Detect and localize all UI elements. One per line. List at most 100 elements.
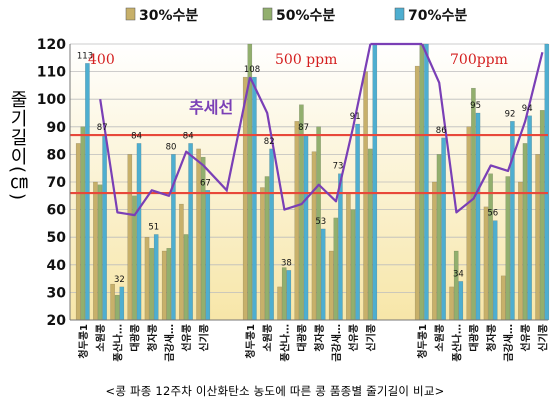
y-tick-label: 120 xyxy=(37,37,66,53)
bar xyxy=(355,123,360,321)
data-label: 67 xyxy=(200,178,211,188)
legend-label: 70%수분 xyxy=(408,8,467,24)
x-tick-label: 소원콩 xyxy=(261,324,274,352)
bar xyxy=(260,187,265,321)
bar xyxy=(286,270,292,321)
bar xyxy=(85,63,90,321)
bar xyxy=(458,281,464,321)
y-tick-label: 20 xyxy=(47,313,67,329)
trend-label: 추세선 xyxy=(189,98,233,117)
y-tick-label: 50 xyxy=(47,230,67,246)
data-label: 53 xyxy=(315,217,326,227)
x-tick-label: 청두콩1 xyxy=(416,324,429,359)
y-tick-label: 90 xyxy=(47,120,67,136)
data-label: 34 xyxy=(453,269,464,279)
bar xyxy=(269,148,274,321)
x-tick-label: 풍산나… xyxy=(278,324,291,362)
bar xyxy=(80,126,86,321)
trend-connector xyxy=(202,76,252,193)
bar xyxy=(483,206,489,321)
bars xyxy=(75,43,550,321)
bar xyxy=(179,203,184,321)
bar xyxy=(205,190,211,321)
x-tick-label: 선유콩 xyxy=(519,324,532,352)
bar xyxy=(93,181,98,321)
data-label: 91 xyxy=(350,112,361,122)
bar xyxy=(492,220,498,321)
x-tick-label: 신기콩 xyxy=(364,324,377,352)
x-tick-label: 금강새… xyxy=(163,324,176,362)
bar xyxy=(372,43,378,321)
x-tick-label: 선유콩 xyxy=(180,324,193,352)
data-label: 113 xyxy=(77,51,93,61)
annotations: 400 500 ppm 700ppm 추세선 xyxy=(88,52,508,117)
y-axis: 20 30 40 50 60 70 80 90 100 110 120 xyxy=(37,37,548,329)
trend-lines xyxy=(99,42,544,217)
x-tick-label: 풍산나… xyxy=(450,324,463,362)
bar xyxy=(97,184,103,321)
legend-swatch xyxy=(262,7,273,21)
legend: 30%수분 50%수분 70%수분 xyxy=(125,7,467,24)
bar xyxy=(333,217,339,321)
bar xyxy=(136,143,142,321)
bar xyxy=(281,267,287,321)
bar xyxy=(252,76,257,321)
bar xyxy=(119,286,125,321)
data-label: 32 xyxy=(114,275,125,285)
bar xyxy=(449,286,454,321)
data-label: 51 xyxy=(148,222,159,232)
y-tick-label: 70 xyxy=(47,175,67,191)
bar-chart: 113 87 32 84 51 80 84 67 108 82 38 87 53 73 91 86 34 95 56… xyxy=(37,7,550,362)
bar xyxy=(153,234,159,321)
bar xyxy=(75,143,81,321)
bar xyxy=(102,134,107,321)
data-label: 84 xyxy=(183,131,194,141)
legend-swatch xyxy=(125,7,136,21)
bar xyxy=(350,209,356,321)
legend-label: 30%수분 xyxy=(139,8,198,24)
x-tick-label: 청두콩1 xyxy=(244,324,257,359)
bar xyxy=(544,43,550,321)
data-label: 56 xyxy=(487,209,498,219)
x-tick-label: 대광콩 xyxy=(296,324,309,352)
bar xyxy=(242,76,248,321)
trend-line xyxy=(249,43,372,211)
bar xyxy=(294,121,300,321)
bar xyxy=(539,110,545,321)
bar xyxy=(500,275,506,321)
data-label: 87 xyxy=(298,123,309,133)
group-label: 700ppm xyxy=(450,52,508,68)
bar xyxy=(363,71,368,321)
bar xyxy=(303,134,309,321)
data-label: 108 xyxy=(244,65,260,75)
data-label: 84 xyxy=(131,131,142,141)
data-label: 86 xyxy=(436,126,447,136)
data-label: 73 xyxy=(333,162,344,172)
bar xyxy=(488,173,493,321)
bar xyxy=(338,173,343,321)
bar xyxy=(320,228,326,321)
data-label: 82 xyxy=(264,137,275,147)
bar xyxy=(432,181,437,321)
bar xyxy=(436,154,442,321)
chart-caption: <콩 파종 12주차 이산화탄소 농도에 따른 콩 품종별 줄기길이 비교> xyxy=(105,384,445,398)
x-tick-label: 금강새… xyxy=(502,324,515,362)
bar xyxy=(183,234,189,321)
data-label: 92 xyxy=(505,109,516,119)
bar xyxy=(522,143,528,321)
y-tick-label: 60 xyxy=(47,203,67,219)
bar xyxy=(441,137,446,321)
x-tick-label: 선유콩 xyxy=(347,324,360,352)
bar xyxy=(535,154,540,321)
bar xyxy=(453,250,459,321)
bar xyxy=(144,236,150,321)
x-tick-label: 대광콩 xyxy=(468,324,481,352)
x-tick-label: 신기콩 xyxy=(197,324,210,352)
x-tick-label: 대광콩 xyxy=(129,324,142,352)
bar xyxy=(188,143,193,321)
group-label: 500 ppm xyxy=(275,52,337,68)
bar xyxy=(264,176,270,321)
bar xyxy=(166,248,172,321)
bar xyxy=(419,43,425,321)
x-tick-label: 소원콩 xyxy=(433,324,446,352)
